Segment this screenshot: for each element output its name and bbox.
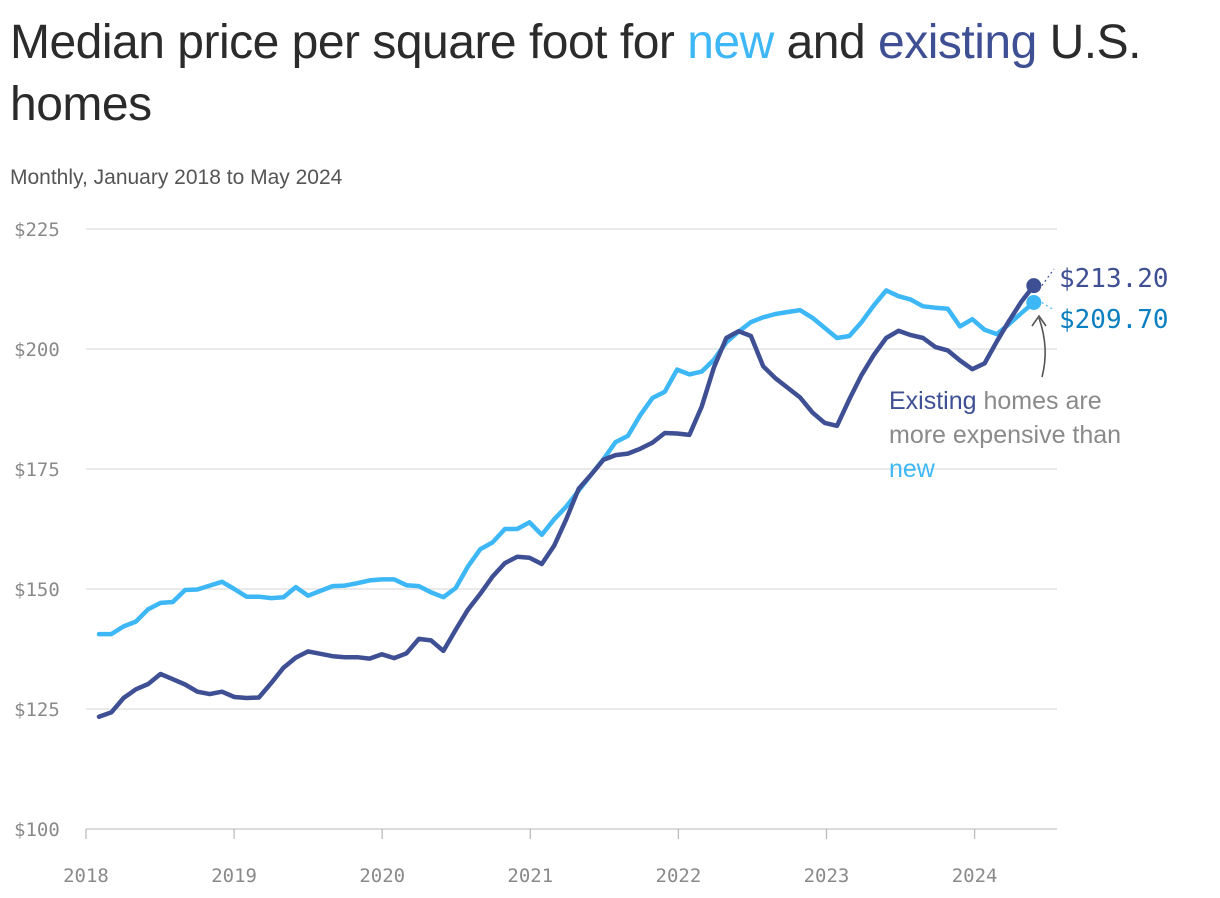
y-axis-ticks: $100 $125 $150 $175 $200 $225	[14, 219, 60, 841]
y-tick-label: $100	[14, 819, 60, 841]
annotation-existing-word: Existing	[889, 387, 977, 415]
y-tick-label: $125	[14, 699, 60, 721]
annotation-new-word: new	[889, 455, 935, 483]
x-tick-label: 2020	[359, 865, 405, 887]
annotation-text: homes are more expensive than	[889, 387, 1122, 449]
end-connector-new	[1041, 301, 1055, 311]
x-tick-label: 2023	[804, 865, 850, 887]
x-tick-label: 2024	[952, 865, 998, 887]
y-tick-label: $150	[14, 579, 60, 601]
x-tick-label: 2018	[63, 865, 109, 887]
series-line-existing	[96, 283, 1037, 719]
end-point-new	[1026, 294, 1042, 310]
annotation: Existing homes are more expensive than n…	[889, 384, 1149, 486]
end-connector-existing	[1041, 268, 1055, 286]
title-existing-word: existing	[878, 16, 1037, 69]
end-label-existing: $213.20	[1059, 264, 1169, 294]
end-point-existing	[1026, 278, 1042, 294]
title-part-1: Median price per square foot for	[10, 16, 688, 69]
annotation-arrowhead	[1031, 314, 1047, 327]
x-tick-label: 2019	[211, 865, 257, 887]
x-axis: 2018 2019 2020 2021 2022 2023 2024	[63, 829, 997, 887]
title-new-word: new	[687, 16, 774, 69]
chart-title: Median price per square foot for new and…	[10, 12, 1210, 136]
x-tick-label: 2022	[656, 865, 702, 887]
y-tick-label: $200	[14, 339, 60, 361]
chart-subtitle: Monthly, January 2018 to May 2024	[10, 166, 343, 189]
series-line-new	[96, 288, 1037, 637]
series-lines	[96, 283, 1037, 719]
y-tick-label: $225	[14, 219, 60, 241]
title-part-2: and	[773, 16, 879, 69]
x-tick-label: 2021	[507, 865, 553, 887]
gridlines	[86, 228, 1057, 830]
y-tick-label: $175	[14, 459, 60, 481]
series-end-markers: $213.20 $209.70	[1026, 264, 1169, 335]
title-part-3: U.S. homes	[10, 16, 1141, 131]
end-label-new: $209.70	[1059, 305, 1169, 335]
annotation-arrow	[1038, 317, 1046, 378]
